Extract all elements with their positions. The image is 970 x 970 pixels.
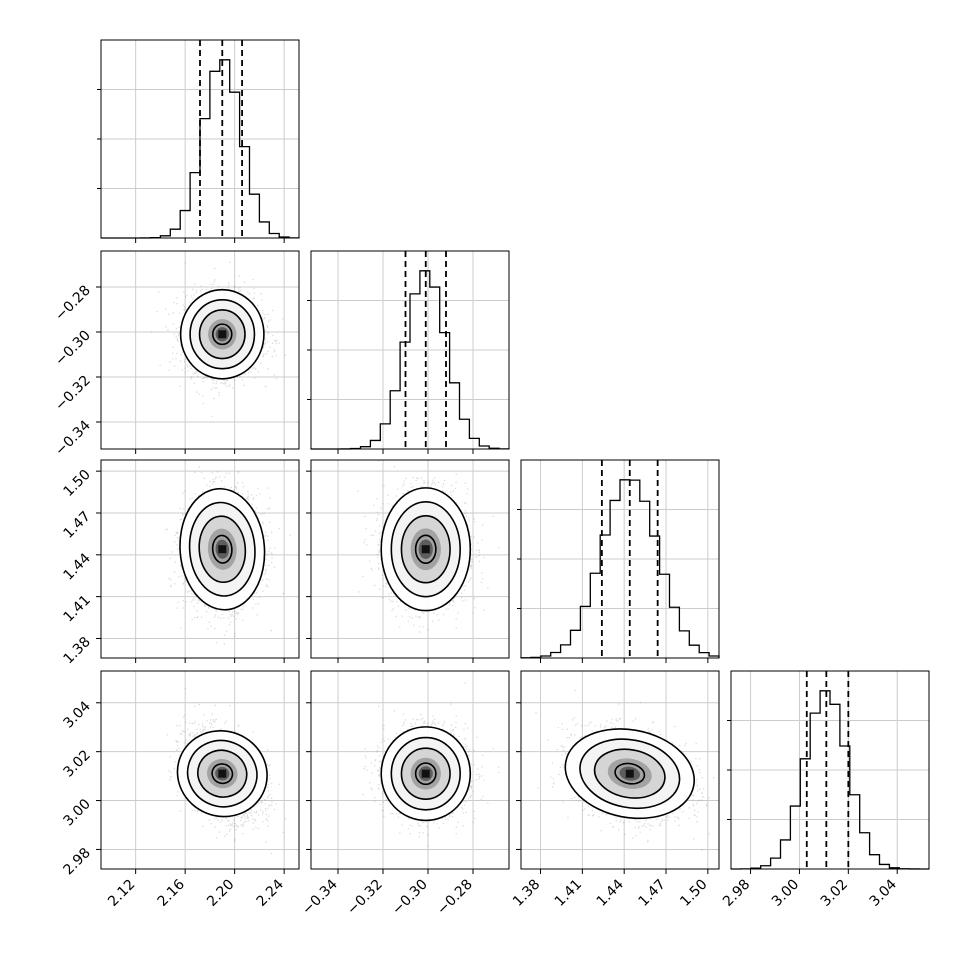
panel-content <box>357 460 500 633</box>
contour-line <box>593 748 666 799</box>
x-tick-label: 1.47 <box>635 877 668 910</box>
panel-frame <box>310 459 510 659</box>
y-tick-label: 2.98 <box>60 845 93 878</box>
panel-frame <box>100 250 300 450</box>
x-tick-label: −0.32 <box>344 877 386 919</box>
x-tick-label: 3.00 <box>769 877 802 910</box>
contour-line <box>390 736 461 811</box>
x-tick-label: 2.12 <box>105 877 138 910</box>
panel-content <box>166 687 287 855</box>
x-tick-label: −0.34 <box>299 876 341 918</box>
x-tick-label: −0.28 <box>434 877 476 919</box>
y-tick-label: −0.32 <box>52 373 94 415</box>
panel-4-2 <box>310 670 510 870</box>
density-peak <box>421 769 430 778</box>
density-peak <box>218 545 227 554</box>
y-tick-label: −0.28 <box>52 283 94 325</box>
y-tick-label: 1.47 <box>60 509 93 542</box>
contour-line <box>400 747 451 800</box>
contour-line <box>197 749 248 798</box>
x-tick-label: 2.16 <box>155 876 188 909</box>
x-tick-label: 2.98 <box>720 877 753 910</box>
contour-line <box>400 514 451 584</box>
contour-line <box>614 762 646 785</box>
panel-4-3 <box>520 670 720 870</box>
y-tick-label: 3.02 <box>60 747 93 780</box>
panel-frame <box>520 670 720 870</box>
y-tick-label: 3.04 <box>60 698 93 731</box>
contour-line <box>380 726 472 822</box>
histogram-step <box>730 690 930 870</box>
contour-line <box>564 728 696 820</box>
diag-panel-frame <box>100 39 300 239</box>
y-tick-label: −0.34 <box>52 417 94 459</box>
y-tick-label: 1.38 <box>60 634 93 667</box>
density-peak <box>421 545 430 554</box>
panel-frame <box>310 670 510 870</box>
x-tick-label: 1.44 <box>594 876 627 909</box>
contour-line <box>380 487 472 612</box>
x-tick-label: 1.50 <box>677 877 710 910</box>
contour-line <box>212 323 233 346</box>
x-tick-label: 2.24 <box>254 876 287 909</box>
contour-line <box>211 534 233 564</box>
diag-panel-2 <box>307 250 510 450</box>
y-tick-label: 1.50 <box>60 467 93 500</box>
x-tick-label: 1.41 <box>552 877 585 910</box>
diag-panel-frame <box>730 670 930 870</box>
panel-2-1 <box>100 250 300 450</box>
panel-content <box>165 466 291 645</box>
panel-3-1 <box>100 459 300 659</box>
y-tick-label: 1.41 <box>60 592 93 625</box>
contour-line <box>188 501 256 597</box>
contour-line <box>414 762 437 786</box>
contour-line <box>186 739 258 808</box>
contour-line <box>579 738 681 809</box>
y-tick-label: 3.00 <box>60 796 93 829</box>
density-peak <box>218 769 227 778</box>
panel-content <box>535 689 719 851</box>
density-peak <box>625 769 634 778</box>
contour-line <box>179 487 266 611</box>
x-tick-label: 3.04 <box>867 876 900 909</box>
contour-line <box>414 534 437 564</box>
contour-line <box>189 299 256 370</box>
panel-4-1 <box>100 670 300 870</box>
diag-panel-frame <box>310 250 510 450</box>
x-tick-label: −0.30 <box>389 877 431 919</box>
diag-panel-1 <box>97 39 300 239</box>
diag-panel-4 <box>727 670 930 870</box>
panel-frame <box>100 459 300 659</box>
x-tick-label: 1.38 <box>510 877 543 910</box>
contour-line <box>176 730 268 818</box>
y-tick-label: 1.44 <box>60 550 93 583</box>
contour-line <box>198 515 247 584</box>
panel-content <box>362 682 500 847</box>
contour-line <box>390 501 461 598</box>
contour-line <box>211 763 234 785</box>
histogram-step <box>520 479 720 659</box>
diag-panel-frame <box>520 459 720 659</box>
x-tick-label: 3.02 <box>818 877 851 910</box>
panel-3-2 <box>310 459 510 659</box>
contour-line <box>179 288 265 380</box>
panel-content <box>151 261 287 417</box>
panel-frame <box>100 670 300 870</box>
density-peak <box>218 330 227 339</box>
contour-line <box>198 309 246 360</box>
x-tick-label: 2.20 <box>204 877 237 910</box>
diag-panel-3 <box>517 459 720 659</box>
y-tick-label: −0.30 <box>52 328 94 370</box>
